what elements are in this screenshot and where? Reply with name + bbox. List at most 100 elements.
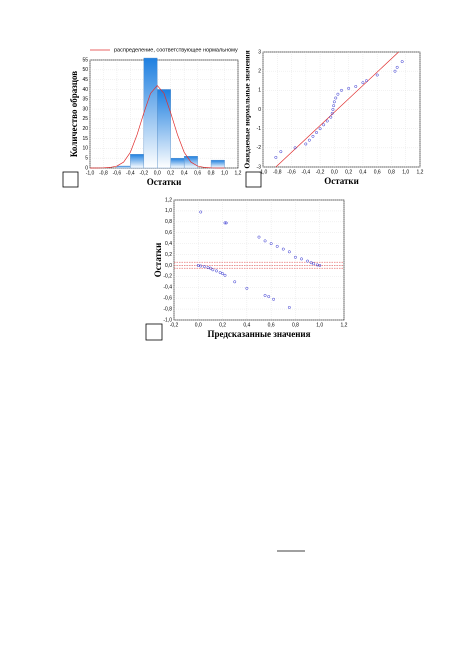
- y-tick-label: 1: [258, 88, 261, 94]
- line: [90, 84, 225, 169]
- x-tick-label: 1,0: [402, 169, 409, 175]
- point: [272, 297, 276, 301]
- point: [281, 247, 285, 251]
- x-tick-label: 0,4: [243, 322, 250, 328]
- point: [224, 221, 228, 225]
- point: [287, 306, 291, 309]
- y-axis-label: Ожидаемые нормальные значения: [243, 50, 252, 168]
- y-tick-label: 10: [82, 146, 88, 152]
- point: [293, 255, 297, 259]
- x-tick-label: -0,2: [316, 169, 325, 175]
- point: [263, 239, 267, 243]
- x-tick-label: -0,2: [140, 170, 149, 176]
- y-axis-label: Количество образцов: [69, 71, 79, 157]
- y-tick-label: 0,6: [165, 230, 172, 236]
- y-tick-label: 0: [258, 107, 261, 113]
- point: [287, 250, 291, 254]
- x-tick-label: 1,2: [235, 170, 242, 176]
- bar: [157, 89, 171, 169]
- y-tick-label: 45: [82, 77, 88, 83]
- x-tick-label: 0,0: [195, 322, 202, 328]
- y-tick-label: 50: [82, 67, 88, 73]
- point: [330, 111, 334, 115]
- point: [293, 146, 297, 150]
- x-tick-label: -0,2: [170, 322, 179, 328]
- point: [199, 210, 203, 214]
- y-tick-label: -3: [257, 164, 262, 170]
- x-tick-label: 1,2: [341, 322, 348, 328]
- x-tick-label: -0,6: [113, 170, 122, 176]
- figure-box: [62, 171, 79, 188]
- x-tick-label: 0,8: [388, 169, 395, 175]
- x-tick-label: 0,8: [292, 322, 299, 328]
- bar: [130, 154, 145, 169]
- point: [393, 69, 397, 73]
- y-tick-label: 35: [82, 97, 88, 103]
- point: [361, 81, 365, 85]
- bar: [210, 159, 225, 169]
- point: [279, 150, 283, 154]
- point: [318, 127, 322, 131]
- point: [275, 244, 279, 248]
- x-tick-label: 0,4: [181, 170, 188, 176]
- y-tick-label: 15: [82, 136, 88, 142]
- point: [199, 264, 203, 268]
- x-axis-label: Предсказанные значения: [208, 329, 311, 339]
- point: [208, 266, 212, 270]
- y-tick-label: -0,2: [163, 274, 172, 280]
- x-tick-label: -1,0: [259, 169, 268, 175]
- x-tick-label: -0,8: [273, 169, 282, 175]
- point: [257, 235, 261, 239]
- point: [312, 262, 316, 266]
- point: [315, 131, 318, 134]
- y-tick-label: -1,0: [163, 317, 172, 323]
- point: [318, 264, 322, 267]
- point: [304, 142, 308, 146]
- x-tick-label: -1,0: [86, 170, 95, 176]
- point: [307, 138, 311, 142]
- point: [221, 272, 225, 276]
- point: [300, 257, 303, 261]
- y-tick-label: 0,4: [165, 241, 172, 247]
- figure-box: [245, 171, 262, 188]
- x-tick-label: -0,8: [99, 170, 108, 176]
- point: [233, 280, 237, 284]
- x-axis-label: Остатки: [147, 177, 182, 187]
- y-tick-label: 1,0: [165, 208, 172, 214]
- x-tick-label: 0,0: [154, 170, 161, 176]
- x-tick-label: -0,4: [302, 169, 311, 175]
- x-tick-label: -0,6: [287, 169, 296, 175]
- y-tick-label: 0,8: [165, 219, 172, 225]
- x-tick-label: 0,0: [331, 169, 338, 175]
- x-tick-label: 0,4: [359, 169, 366, 175]
- point: [375, 73, 379, 77]
- bar: [143, 57, 158, 169]
- point: [267, 295, 271, 298]
- x-tick-label: 0,2: [219, 322, 226, 328]
- point: [211, 268, 215, 272]
- point: [347, 86, 351, 90]
- point: [365, 79, 368, 83]
- y-axis-label: Остатки: [153, 243, 163, 278]
- point: [215, 269, 218, 273]
- point: [274, 155, 278, 159]
- x-tick-label: 0,6: [194, 170, 201, 176]
- x-tick-label: 0,2: [167, 170, 174, 176]
- point: [309, 261, 313, 265]
- point: [311, 134, 315, 138]
- legend-label: распределение, соответствующее нормально…: [114, 47, 238, 53]
- point: [354, 85, 358, 88]
- point: [332, 100, 336, 104]
- y-tick-label: 20: [82, 126, 88, 132]
- y-tick-label: 1,2: [165, 197, 172, 203]
- point: [329, 115, 333, 119]
- x-tick-label: 0,2: [345, 169, 352, 175]
- x-tick-label: 0,6: [374, 169, 381, 175]
- point: [395, 65, 399, 69]
- point: [263, 294, 267, 297]
- bar: [116, 165, 131, 169]
- x-axis-label: Остатки: [324, 176, 359, 186]
- y-tick-label: -1: [257, 126, 262, 132]
- x-tick-label: 1,2: [417, 169, 424, 175]
